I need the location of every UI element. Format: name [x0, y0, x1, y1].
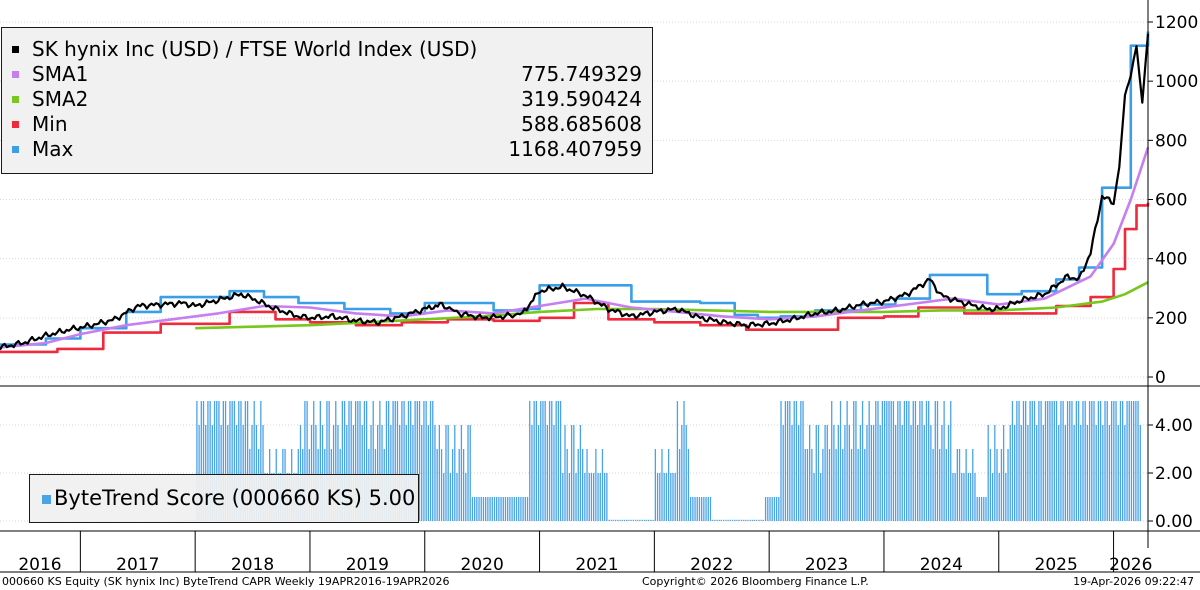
- legend-row-sma1: SMA1 775.749329: [10, 62, 642, 87]
- price-y-ticks: 0 200 400 600 800 1000 1200: [1148, 13, 1198, 388]
- x-tick-label: 2025: [1035, 555, 1078, 575]
- x-tick-label: 2020: [461, 555, 504, 575]
- price-y-tick-label: 1000: [1155, 72, 1198, 92]
- footer-timestamp: 19-Apr-2026 09:22:47: [1073, 575, 1194, 588]
- score-y-ticks: 0.00 2.00 4.00: [1148, 416, 1193, 532]
- legend-value-min: 588.685608: [521, 112, 642, 136]
- legend-row-sma2: SMA2 319.590424: [10, 87, 642, 112]
- price-y-tick-label: 600: [1155, 191, 1187, 211]
- x-tick-label: 2016: [18, 555, 61, 575]
- price-y-tick-label: 0: [1155, 368, 1166, 388]
- score-legend-swatch: [42, 495, 51, 504]
- score-y-tick-label: 0.00: [1155, 512, 1193, 532]
- legend-swatch-min: [12, 121, 19, 128]
- legend-label-sma2: SMA2: [32, 87, 89, 111]
- x-tick-label: 2019: [346, 555, 389, 575]
- x-tick-label: 2024: [920, 555, 963, 575]
- legend-swatch-sma1: [12, 71, 19, 78]
- price-y-tick-label: 1200: [1155, 13, 1198, 33]
- x-tick-label: 2023: [805, 555, 848, 575]
- price-y-tick-label: 200: [1155, 309, 1187, 329]
- legend-title-swatch: [12, 46, 19, 53]
- series-line-min: [0, 202, 1150, 354]
- x-tick-label: 2018: [231, 555, 274, 575]
- x-axis-year-ticks: 2016 2017 2018 2019 2020 2021 2022 2023 2024 2025…: [18, 531, 1152, 575]
- series-line-max: [0, 31, 1150, 346]
- chart-frame: [0, 0, 1200, 573]
- legend-row-min: Min 588.685608: [10, 112, 642, 137]
- price-legend: SK hynix Inc (USD) / FTSE World Index (U…: [1, 27, 653, 174]
- x-tick-label: 2017: [116, 555, 159, 575]
- legend-label-sma1: SMA1: [32, 62, 89, 86]
- price-y-tick-label: 800: [1155, 131, 1187, 151]
- footer-copyright: Copyright© 2026 Bloomberg Finance L.P.: [642, 575, 869, 588]
- score-y-tick-label: 4.00: [1155, 416, 1193, 436]
- legend-label-max: Max: [32, 137, 74, 161]
- legend-title: SK hynix Inc (USD) / FTSE World Index (U…: [32, 37, 478, 61]
- legend-title-row: SK hynix Inc (USD) / FTSE World Index (U…: [10, 37, 642, 62]
- score-y-tick-label: 2.00: [1155, 464, 1193, 484]
- legend-value-sma1: 775.749329: [521, 62, 642, 86]
- x-tick-label: 2021: [575, 555, 618, 575]
- x-tick-label: 2022: [690, 555, 733, 575]
- series-line-sk-hynix-inc-usd-ftse-world-index-usd-: [0, 33, 1150, 351]
- price-lines: [0, 31, 1150, 354]
- legend-value-max: 1168.407959: [508, 137, 642, 161]
- score-legend-label: ByteTrend Score (000660 KS) 5.00: [54, 486, 416, 510]
- legend-value-sma2: 319.590424: [521, 87, 642, 111]
- legend-swatch-max: [12, 146, 19, 153]
- footer-ticker-info: 000660 KS Equity (SK hynix Inc) ByteTren…: [2, 575, 450, 588]
- x-tick-label: 2026: [1109, 555, 1152, 575]
- price-y-tick-label: 400: [1155, 250, 1187, 270]
- score-legend: ByteTrend Score (000660 KS) 5.00: [29, 474, 419, 523]
- legend-label-min: Min: [32, 112, 68, 136]
- legend-swatch-sma2: [12, 96, 19, 103]
- legend-row-max: Max 1168.407959: [10, 137, 642, 162]
